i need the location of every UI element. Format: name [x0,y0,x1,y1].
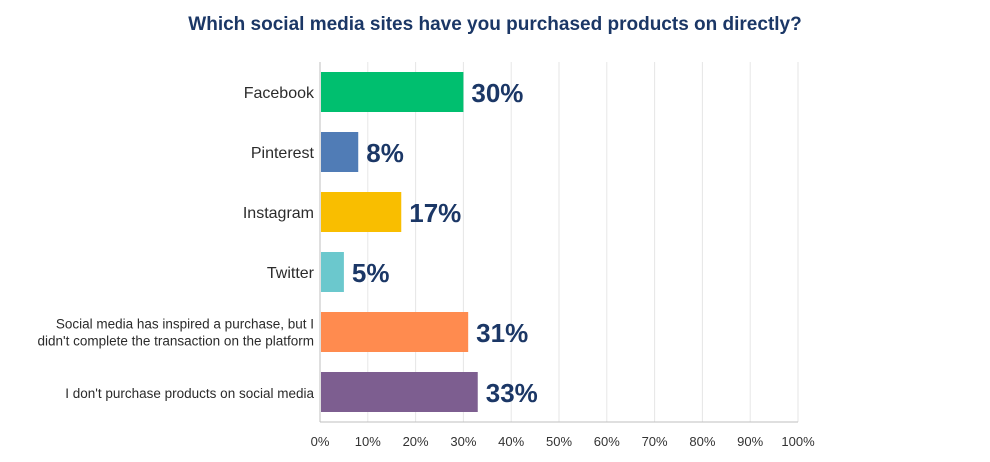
x-tick-label: 20% [403,434,429,449]
chart-title: Which social media sites have you purcha… [188,14,802,35]
bar [321,252,344,292]
data-label: 8% [366,138,404,168]
x-tick-label: 100% [781,434,815,449]
data-label: 31% [476,318,528,348]
bar [321,372,478,412]
data-label: 33% [486,378,538,408]
data-label: 5% [352,258,390,288]
category-label: Twitter [267,265,315,282]
category-label: Instagram [243,205,314,222]
x-tick-label: 70% [642,434,668,449]
x-tick-label: 10% [355,434,381,449]
bars [321,72,478,412]
bar [321,72,464,112]
category-label: I don't purchase products on social medi… [65,386,314,401]
category-label: Social media has inspired a purchase, bu… [38,317,315,349]
x-tick-label: 0% [311,434,330,449]
category-label: Facebook [244,85,315,102]
x-tick-label: 90% [737,434,763,449]
x-tick-label: 50% [546,434,572,449]
x-tick-label: 60% [594,434,620,449]
bar [321,132,359,172]
bar [321,312,469,352]
labels: 30% Facebook 8% Pinterest 17% Instagram 5% Twit… [38,78,538,408]
axes: 0% 10% 20% 30% 40% 50% 60% 70% 80% 90% 100% [311,62,815,449]
data-label: 17% [409,198,461,228]
gridlines [367,62,799,422]
data-label: 30% [471,78,523,108]
x-tick-label: 40% [498,434,524,449]
x-tick-label: 30% [450,434,476,449]
category-label: Pinterest [251,145,315,162]
x-tick-label: 80% [689,434,715,449]
bar [321,192,402,232]
